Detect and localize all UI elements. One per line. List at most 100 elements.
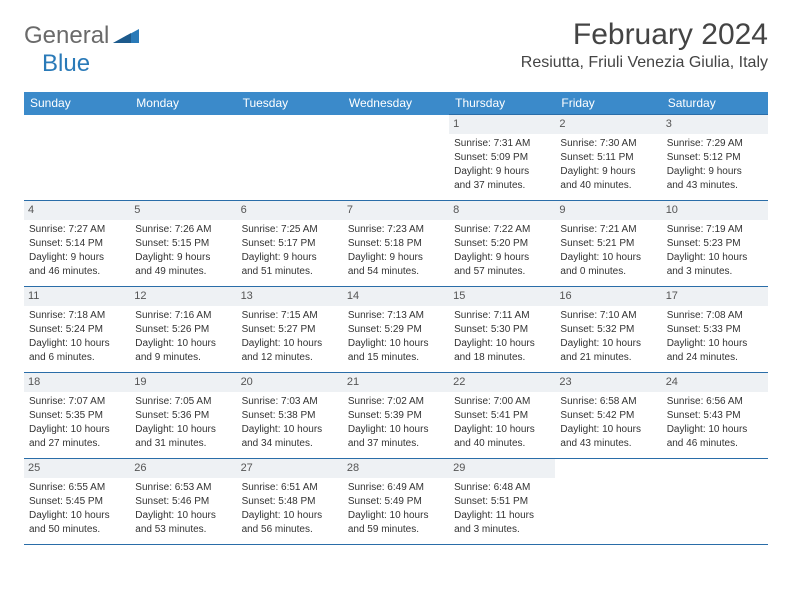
calendar-row: 1Sunrise: 7:31 AMSunset: 5:09 PMDaylight… — [24, 115, 768, 201]
location: Resiutta, Friuli Venezia Giulia, Italy — [521, 54, 768, 72]
calendar-cell: 9Sunrise: 7:21 AMSunset: 5:21 PMDaylight… — [555, 201, 661, 287]
calendar-row: 4Sunrise: 7:27 AMSunset: 5:14 PMDaylight… — [24, 201, 768, 287]
day-number: 29 — [449, 459, 555, 478]
sunrise-text: Sunrise: 7:22 AM — [454, 223, 550, 237]
daylight-text: and 40 minutes. — [560, 179, 656, 193]
sunset-text: Sunset: 5:24 PM — [29, 323, 125, 337]
sunrise-text: Sunrise: 7:25 AM — [242, 223, 338, 237]
daylight-text: and 31 minutes. — [135, 437, 231, 451]
calendar-cell: 26Sunrise: 6:53 AMSunset: 5:46 PMDayligh… — [130, 459, 236, 545]
calendar-cell: 10Sunrise: 7:19 AMSunset: 5:23 PMDayligh… — [662, 201, 768, 287]
daylight-text: and 50 minutes. — [29, 523, 125, 537]
day-number: 13 — [237, 287, 343, 306]
daylight-text: Daylight: 10 hours — [135, 337, 231, 351]
calendar-cell: 20Sunrise: 7:03 AMSunset: 5:38 PMDayligh… — [237, 373, 343, 459]
daylight-text: Daylight: 10 hours — [242, 337, 338, 351]
daylight-text: and 15 minutes. — [348, 351, 444, 365]
logo-text-blue: Blue — [42, 50, 90, 78]
sunrise-text: Sunrise: 7:02 AM — [348, 395, 444, 409]
sunset-text: Sunset: 5:48 PM — [242, 495, 338, 509]
daylight-text: Daylight: 9 hours — [454, 251, 550, 265]
calendar-cell: 22Sunrise: 7:00 AMSunset: 5:41 PMDayligh… — [449, 373, 555, 459]
daylight-text: and 54 minutes. — [348, 265, 444, 279]
day-number: 7 — [343, 201, 449, 220]
calendar-cell: 21 Sunrise: 7:02 AMSunset: 5:39 PMDayligh… — [343, 373, 449, 459]
daylight-text: and 46 minutes. — [667, 437, 763, 451]
daylight-text: and 59 minutes. — [348, 523, 444, 537]
sunrise-text: Sunrise: 7:18 AM — [29, 309, 125, 323]
calendar-cell-empty — [343, 115, 449, 201]
daylight-text: Daylight: 10 hours — [348, 423, 444, 437]
daylight-text: and 56 minutes. — [242, 523, 338, 537]
calendar-row: 18Sunrise: 7:07 AMSunset: 5:35 PMDayligh… — [24, 373, 768, 459]
sunrise-text: Sunrise: 6:56 AM — [667, 395, 763, 409]
sunset-text: Sunset: 5:33 PM — [667, 323, 763, 337]
daylight-text: and 12 minutes. — [242, 351, 338, 365]
daylight-text: and 9 minutes. — [135, 351, 231, 365]
day-number: 14 — [343, 287, 449, 306]
day-number: 25 — [24, 459, 130, 478]
daylight-text: Daylight: 9 hours — [560, 165, 656, 179]
day-number: 21 — [343, 373, 449, 392]
sunrise-text: Sunrise: 7:29 AM — [667, 137, 763, 151]
calendar-cell: 8 Sunrise: 7:22 AMSunset: 5:20 PMDaylight… — [449, 201, 555, 287]
calendar-cell: 19Sunrise: 7:05 AMSunset: 5:36 PMDayligh… — [130, 373, 236, 459]
sunrise-text: Sunrise: 6:53 AM — [135, 481, 231, 495]
sunset-text: Sunset: 5:30 PM — [454, 323, 550, 337]
logo: General — [24, 22, 141, 50]
weekday-header: Monday — [130, 92, 236, 115]
sunrise-text: Sunrise: 7:31 AM — [454, 137, 550, 151]
day-number: 8 — [449, 201, 555, 220]
daylight-text: and 53 minutes. — [135, 523, 231, 537]
sunset-text: Sunset: 5:14 PM — [29, 237, 125, 251]
sunrise-text: Sunrise: 7:23 AM — [348, 223, 444, 237]
day-number: 3 — [662, 115, 768, 134]
sunrise-text: Sunrise: 7:19 AM — [667, 223, 763, 237]
calendar-cell: 15Sunrise: 7:11 AMSunset: 5:30 PMDayligh… — [449, 287, 555, 373]
sunset-text: Sunset: 5:39 PM — [348, 409, 444, 423]
sunset-text: Sunset: 5:17 PM — [242, 237, 338, 251]
daylight-text: and 49 minutes. — [135, 265, 231, 279]
day-number: 23 — [555, 373, 661, 392]
sunset-text: Sunset: 5:29 PM — [348, 323, 444, 337]
sunrise-text: Sunrise: 7:21 AM — [560, 223, 656, 237]
calendar-cell: 7Sunrise: 7:23 AMSunset: 5:18 PMDaylight… — [343, 201, 449, 287]
daylight-text: Daylight: 9 hours — [667, 165, 763, 179]
weekday-header: Sunday — [24, 92, 130, 115]
sunset-text: Sunset: 5:23 PM — [667, 237, 763, 251]
sunset-text: Sunset: 5:35 PM — [29, 409, 125, 423]
daylight-text: and 24 minutes. — [667, 351, 763, 365]
daylight-text: Daylight: 10 hours — [348, 509, 444, 523]
sunset-text: Sunset: 5:27 PM — [242, 323, 338, 337]
sunset-text: Sunset: 5:18 PM — [348, 237, 444, 251]
calendar-cell: 2Sunrise: 7:30 AMSunset: 5:11 PMDaylight… — [555, 115, 661, 201]
sunset-text: Sunset: 5:20 PM — [454, 237, 550, 251]
day-number: 4 — [24, 201, 130, 220]
sunset-text: Sunset: 5:36 PM — [135, 409, 231, 423]
day-number: 24 — [662, 373, 768, 392]
day-number: 9 — [555, 201, 661, 220]
sunrise-text: Sunrise: 7:15 AM — [242, 309, 338, 323]
sunrise-text: Sunrise: 7:27 AM — [29, 223, 125, 237]
calendar-row: 25Sunrise: 6:55 AMSunset: 5:45 PMDayligh… — [24, 459, 768, 545]
daylight-text: Daylight: 11 hours — [454, 509, 550, 523]
daylight-text: and 3 minutes. — [454, 523, 550, 537]
calendar-cell-empty — [24, 115, 130, 201]
day-number: 27 — [237, 459, 343, 478]
daylight-text: and 57 minutes. — [454, 265, 550, 279]
daylight-text: and 43 minutes. — [560, 437, 656, 451]
sunrise-text: Sunrise: 7:05 AM — [135, 395, 231, 409]
daylight-text: and 37 minutes. — [348, 437, 444, 451]
calendar-cell-empty — [130, 115, 236, 201]
daylight-text: Daylight: 10 hours — [454, 423, 550, 437]
sunrise-text: Sunrise: 7:08 AM — [667, 309, 763, 323]
sunset-text: Sunset: 5:41 PM — [454, 409, 550, 423]
calendar-cell: 11Sunrise: 7:18 AMSunset: 5:24 PMDayligh… — [24, 287, 130, 373]
daylight-text: Daylight: 9 hours — [29, 251, 125, 265]
day-number: 10 — [662, 201, 768, 220]
day-number: 17 — [662, 287, 768, 306]
calendar-cell: 5Sunrise: 7:26 AMSunset: 5:15 PMDaylight… — [130, 201, 236, 287]
day-number: 20 — [237, 373, 343, 392]
calendar-cell: 16Sunrise: 7:10 AMSunset: 5:32 PMDayligh… — [555, 287, 661, 373]
logo-text-general: General — [24, 22, 109, 50]
